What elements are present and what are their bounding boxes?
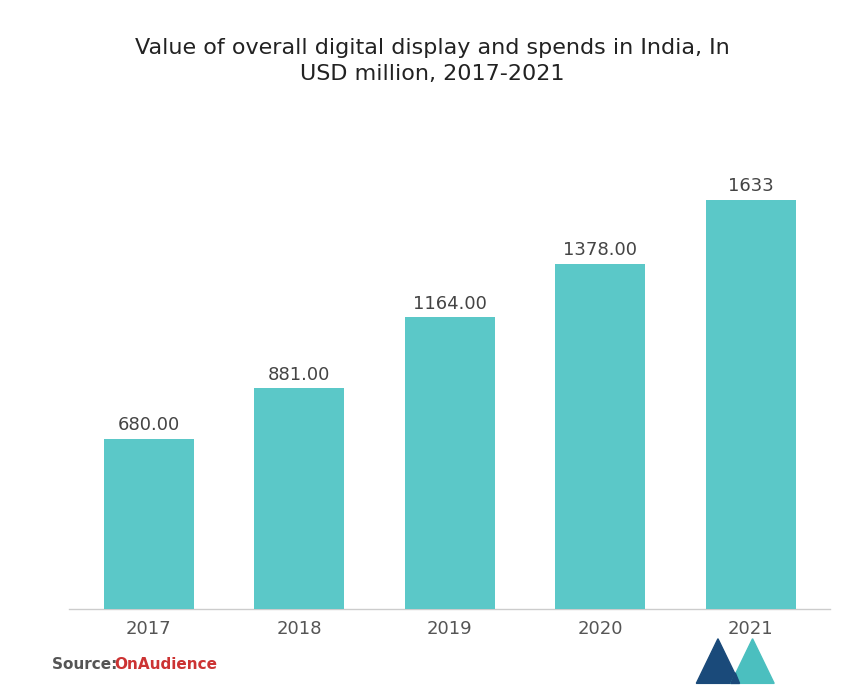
Text: OnAudience: OnAudience: [114, 657, 217, 672]
Text: 881.00: 881.00: [268, 366, 330, 384]
Bar: [104, 439, 194, 609]
Text: 1164.00: 1164.00: [413, 295, 487, 313]
Polygon shape: [696, 638, 740, 683]
Text: Source:: Source:: [52, 657, 123, 672]
Bar: [555, 264, 645, 609]
Text: 1378.00: 1378.00: [563, 241, 638, 259]
Bar: [254, 389, 344, 609]
Bar: [405, 317, 495, 609]
Text: 1633: 1633: [727, 177, 773, 195]
Text: 680.00: 680.00: [118, 416, 180, 434]
Bar: [706, 200, 796, 609]
Polygon shape: [731, 673, 740, 683]
Text: Value of overall digital display and spends in India, In
USD million, 2017-2021: Value of overall digital display and spe…: [135, 38, 730, 84]
Polygon shape: [731, 638, 774, 683]
